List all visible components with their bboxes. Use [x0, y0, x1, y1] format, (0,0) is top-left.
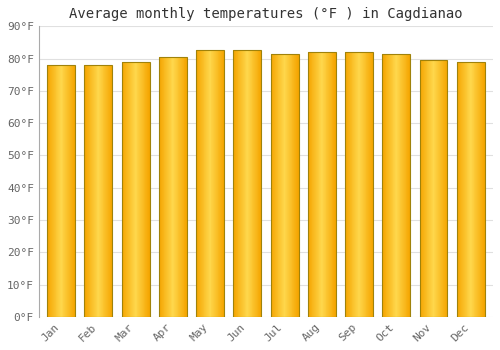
- Bar: [47, 65, 75, 317]
- Bar: [159, 57, 187, 317]
- Bar: [234, 50, 262, 317]
- Bar: [308, 52, 336, 317]
- Bar: [457, 62, 484, 317]
- Bar: [84, 65, 112, 317]
- Bar: [420, 60, 448, 317]
- Bar: [196, 50, 224, 317]
- Title: Average monthly temperatures (°F ) in Cagdianao: Average monthly temperatures (°F ) in Ca…: [69, 7, 462, 21]
- Bar: [345, 52, 373, 317]
- Bar: [382, 54, 410, 317]
- Bar: [270, 54, 298, 317]
- Bar: [122, 62, 150, 317]
